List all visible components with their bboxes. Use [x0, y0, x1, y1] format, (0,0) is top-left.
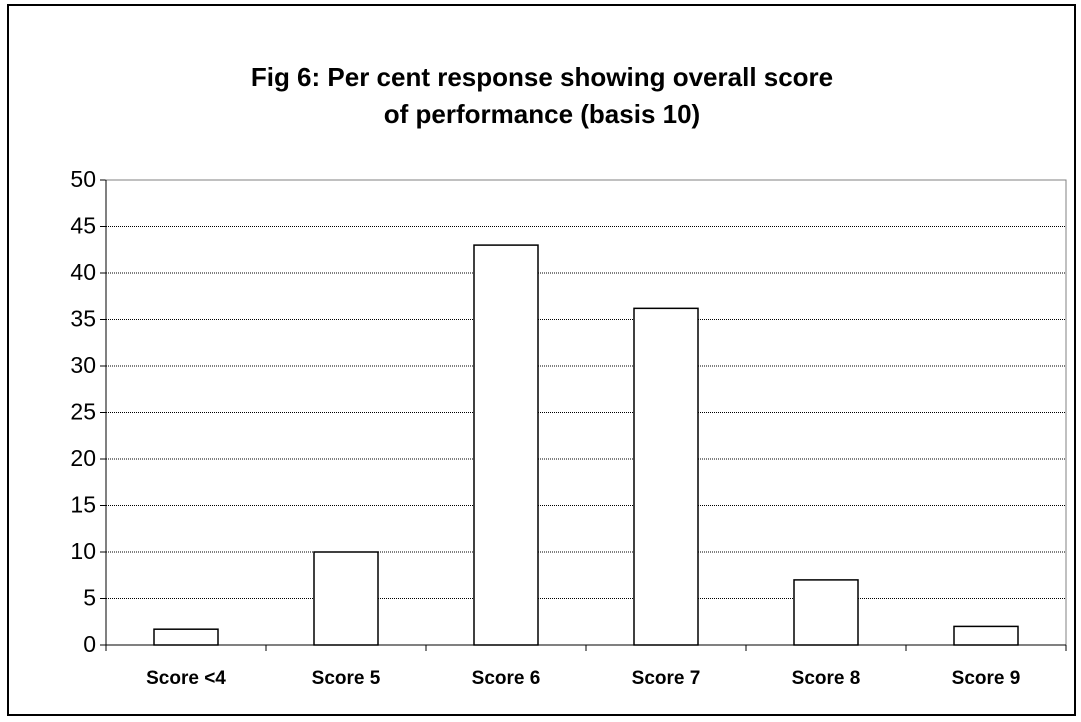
- x-tick-label: Score 5: [312, 668, 381, 689]
- y-tick-label: 35: [70, 306, 96, 332]
- x-tick-label: Score 9: [952, 668, 1021, 689]
- x-tick-label: Score <4: [146, 668, 226, 689]
- bar: [473, 244, 539, 646]
- y-tick-label: 45: [70, 213, 96, 239]
- y-tick-label: 50: [70, 166, 96, 192]
- y-tick-label: 25: [70, 399, 96, 425]
- y-tick-label: 5: [83, 585, 96, 611]
- y-tick-label: 30: [70, 352, 96, 378]
- chart-title: Fig 6: Per cent response showing overall…: [251, 62, 833, 92]
- y-tick-label: 0: [83, 631, 96, 657]
- chart-title: of performance (basis 10): [384, 99, 700, 129]
- y-tick-label: 15: [70, 492, 96, 518]
- x-tick-label: Score 6: [472, 668, 541, 689]
- y-tick-label: 10: [70, 538, 96, 564]
- x-tick-label: Score 8: [792, 668, 861, 689]
- chart-frame: [7, 4, 1076, 716]
- y-tick-label: 40: [70, 259, 96, 285]
- bar: [313, 551, 379, 646]
- bar: [633, 307, 699, 646]
- y-tick-label: 20: [70, 445, 96, 471]
- x-tick-label: Score 7: [632, 668, 701, 689]
- bar: [153, 628, 219, 646]
- bar: [953, 625, 1019, 646]
- bar: [793, 579, 859, 646]
